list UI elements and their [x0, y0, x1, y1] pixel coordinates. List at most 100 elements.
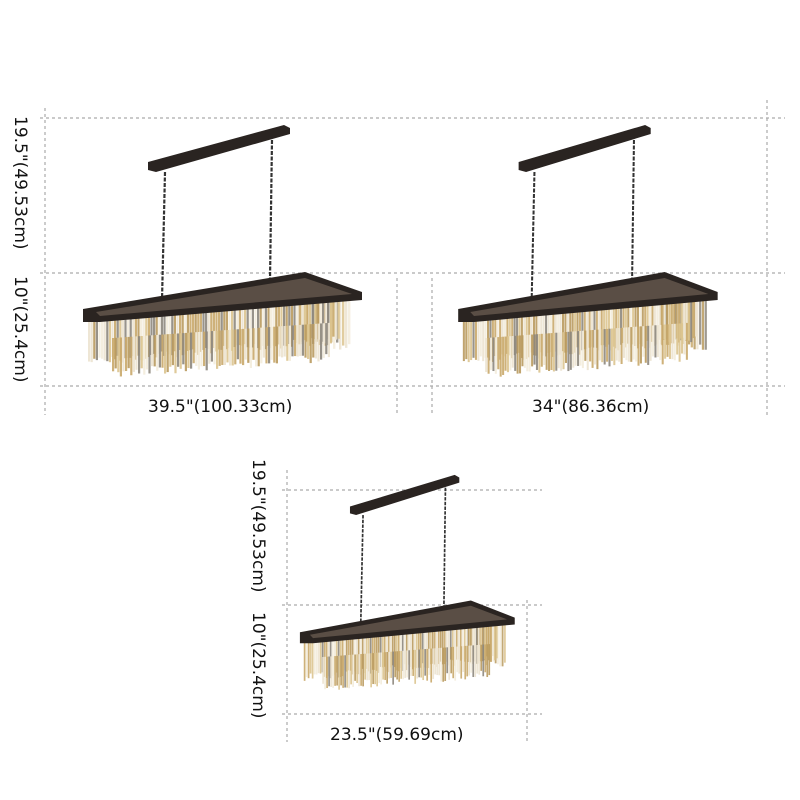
crystal	[322, 296, 325, 342]
crystal	[182, 333, 185, 365]
crystal	[457, 624, 460, 660]
crystal	[213, 330, 216, 365]
crystal	[372, 653, 374, 685]
crystal	[348, 654, 350, 689]
crystal	[344, 655, 346, 688]
crystal	[523, 335, 526, 368]
crystal	[450, 647, 453, 674]
crystal	[153, 335, 156, 367]
crystal	[437, 626, 440, 664]
crystal	[364, 653, 366, 680]
crystal	[160, 311, 163, 352]
crystal	[627, 302, 630, 344]
crystal	[93, 317, 96, 359]
crystal	[491, 621, 494, 657]
crystal	[192, 308, 195, 350]
crystal	[424, 649, 427, 676]
crystal	[378, 652, 380, 684]
crystal	[186, 309, 189, 351]
crystal	[656, 299, 659, 345]
crystal	[419, 628, 422, 668]
crystal	[400, 650, 403, 679]
crystal	[503, 620, 506, 663]
crystal	[447, 625, 450, 666]
crystal	[577, 331, 580, 366]
crystal	[542, 310, 545, 356]
crystal	[569, 307, 572, 355]
crystal	[458, 646, 461, 674]
crystal	[472, 645, 475, 678]
crystal	[262, 327, 265, 358]
crystal	[278, 326, 281, 357]
crystal	[503, 314, 506, 357]
crystal	[681, 323, 684, 354]
crystal	[356, 654, 358, 684]
crystal	[197, 331, 200, 370]
crystal	[303, 298, 306, 341]
crystal	[395, 630, 398, 671]
crystal	[254, 303, 257, 344]
crystal	[432, 648, 435, 679]
chandelier	[83, 125, 362, 377]
crystal	[322, 323, 325, 358]
chain	[268, 139, 274, 281]
crystal	[653, 299, 656, 346]
crystal	[319, 638, 322, 674]
crystal	[389, 631, 392, 668]
crystal	[103, 316, 106, 361]
crystal	[414, 649, 417, 684]
crystal	[370, 653, 372, 688]
crystal	[612, 303, 615, 347]
crystal	[559, 308, 562, 355]
chain	[530, 171, 536, 301]
crystal	[361, 634, 364, 669]
crystal	[375, 632, 378, 671]
crystal	[620, 302, 623, 345]
crystal	[338, 655, 340, 690]
crystal	[189, 308, 192, 351]
crystal	[143, 335, 146, 375]
crystal	[203, 331, 206, 367]
crystal	[615, 303, 618, 349]
crystal	[321, 638, 324, 673]
height-body-label-1: 10"(25.4cm)	[10, 276, 30, 383]
crystal	[173, 310, 176, 352]
crystal	[380, 652, 382, 685]
crystal	[606, 328, 609, 362]
crystal	[311, 639, 314, 679]
crystal	[620, 327, 623, 365]
crystal	[277, 300, 280, 345]
crystal	[636, 301, 639, 349]
crystal	[472, 317, 475, 358]
crystal	[468, 645, 471, 676]
crystal	[408, 650, 411, 680]
chain	[359, 515, 364, 625]
crystal	[137, 313, 140, 356]
crystal	[301, 298, 304, 345]
crystal	[220, 306, 223, 350]
crystal	[528, 311, 531, 358]
crystal	[449, 625, 452, 660]
crystal	[596, 329, 599, 370]
crystal	[476, 645, 479, 674]
crystal	[464, 645, 467, 680]
crystal	[312, 323, 315, 358]
crystal	[639, 300, 642, 345]
crystal	[445, 625, 448, 662]
crystal	[306, 298, 309, 341]
crystal	[205, 307, 208, 348]
crystal	[135, 336, 138, 370]
crystal	[114, 337, 117, 369]
crystal	[484, 644, 487, 673]
crystal	[497, 337, 500, 370]
crystal	[150, 312, 153, 355]
crystal	[268, 327, 271, 364]
crystal	[511, 335, 514, 368]
crystal	[497, 619, 499, 665]
crystal	[382, 652, 384, 680]
crystal	[190, 332, 193, 369]
crystal	[273, 326, 276, 363]
crystal	[166, 310, 169, 352]
crystal	[610, 303, 613, 351]
crystal	[307, 639, 310, 679]
